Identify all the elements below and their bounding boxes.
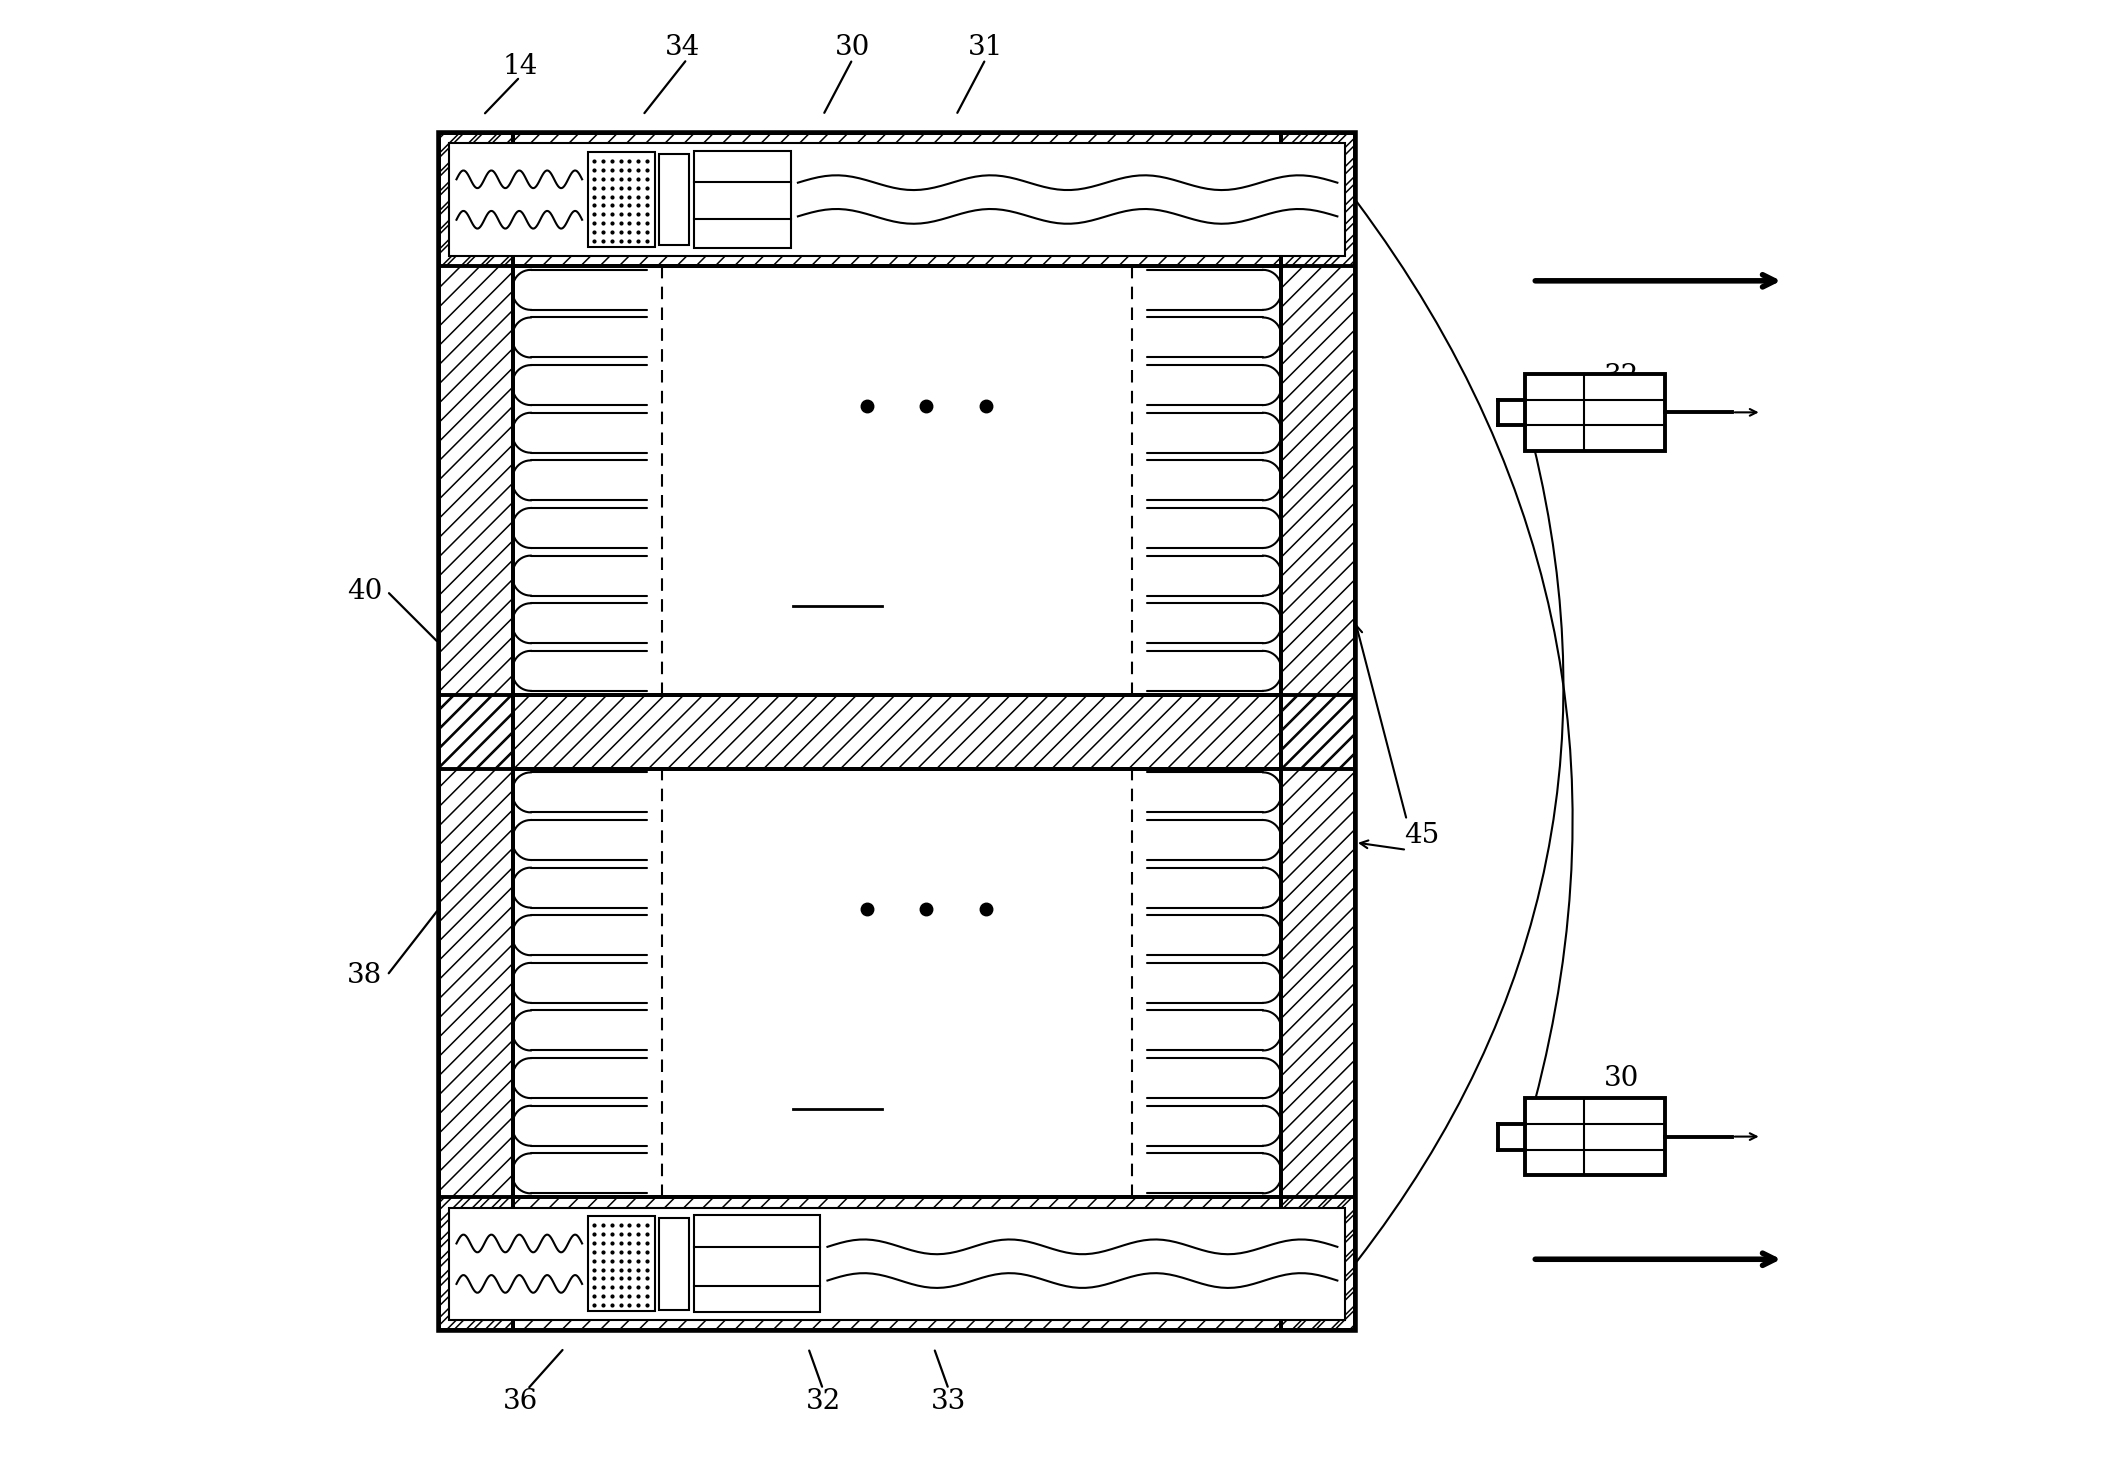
Polygon shape [439,133,1354,266]
Polygon shape [513,266,1282,695]
Text: 44: 44 [818,1057,856,1086]
Polygon shape [439,133,513,1330]
Polygon shape [659,1218,689,1310]
Polygon shape [659,154,689,245]
Text: 31: 31 [968,34,1002,61]
Polygon shape [439,133,1354,1330]
Text: 38: 38 [348,962,381,989]
Polygon shape [1526,374,1666,451]
Polygon shape [513,769,1282,1197]
Text: 45: 45 [1405,822,1439,848]
Text: 33: 33 [930,1388,966,1414]
Text: 32: 32 [1604,364,1638,390]
Polygon shape [1526,1098,1666,1175]
Polygon shape [587,1216,655,1311]
Polygon shape [1282,133,1354,1330]
Polygon shape [587,152,655,247]
Polygon shape [439,695,1354,769]
Text: 36: 36 [502,1388,538,1414]
Polygon shape [449,1208,1346,1320]
Polygon shape [449,143,1346,256]
Text: 34: 34 [665,34,699,61]
Polygon shape [439,1197,1354,1330]
Text: 32: 32 [805,1388,841,1414]
Polygon shape [695,1215,820,1312]
Polygon shape [695,151,790,248]
Text: 40: 40 [348,578,384,605]
Text: 30: 30 [1604,1066,1638,1092]
Text: 30: 30 [835,34,871,61]
Text: 42: 42 [818,554,858,584]
Text: 14: 14 [502,53,538,80]
